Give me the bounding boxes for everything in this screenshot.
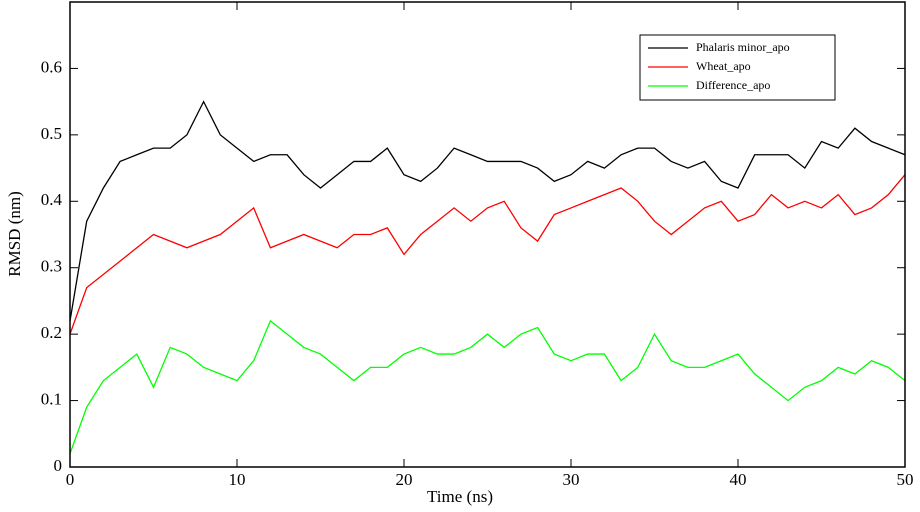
x-tick-label: 50: [897, 470, 914, 489]
legend-label: Wheat_apo: [696, 59, 751, 73]
series-line: [69, 100, 906, 321]
y-tick-label: 0.2: [41, 323, 62, 342]
y-tick-label: 0.6: [41, 57, 62, 76]
x-tick-label: 30: [563, 470, 580, 489]
x-tick-label: 40: [730, 470, 747, 489]
y-tick-label: 0.4: [41, 190, 63, 209]
plot-frame: [69, 1, 906, 468]
x-tick-label: 0: [66, 470, 75, 489]
y-tick-label: 0.3: [41, 257, 62, 276]
y-tick-label: 0.1: [41, 389, 62, 408]
legend-label: Phalaris minor_apo: [696, 40, 790, 54]
y-axis-label: RMSD (nm): [5, 191, 24, 276]
y-tick-label: 0.5: [41, 124, 62, 143]
series-line: [69, 319, 906, 454]
legend-box: [639, 34, 836, 101]
legend: Phalaris minor_apo Wheat_apo Difference_ap…: [639, 34, 836, 101]
x-tick-label: 10: [229, 470, 246, 489]
x-tick-label: 20: [396, 470, 413, 489]
legend-label: Difference_apo: [696, 78, 770, 92]
x-axis-label: Time (ns): [427, 487, 493, 506]
y-tick-label: 0: [54, 456, 63, 475]
series-line: [69, 174, 906, 335]
